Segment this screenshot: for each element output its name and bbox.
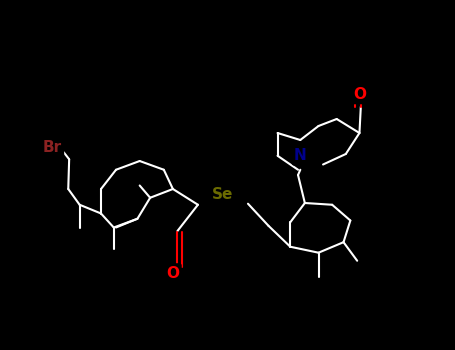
Text: Br: Br [43, 140, 62, 154]
Text: O: O [167, 266, 179, 280]
Text: Se: Se [212, 187, 233, 202]
Text: N: N [294, 148, 307, 163]
Text: O: O [353, 87, 366, 102]
